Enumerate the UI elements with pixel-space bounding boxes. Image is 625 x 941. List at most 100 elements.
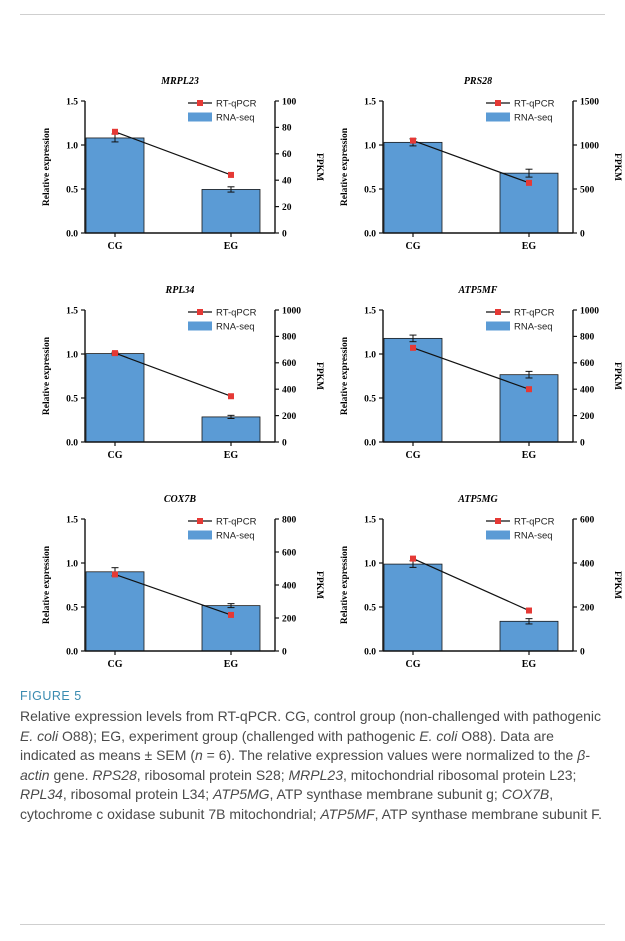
right-tick-label: 1500 [580,97,599,107]
caption-text: , ribosomal protein L34; [62,786,214,802]
caption-text: , mitochondrial ribosomal protein L23; [342,766,577,783]
caption-text: , ATP synthase membrane subunit F. [374,805,603,822]
left-tick-label: 1.0 [66,141,78,151]
right-tick-label: 40 [282,177,292,187]
legend-marker-swatch [495,518,501,524]
right-tick-label: 100 [282,97,297,107]
caption-text: , cytochrome c oxidase subunit 7B mitoch… [20,786,554,822]
rt-qpcr-line [114,352,232,397]
rt-qpcr-point [410,555,416,562]
left-tick-label: 0.0 [364,647,376,657]
x-tick-label: EG [522,659,537,670]
right-tick-label: 200 [282,614,297,624]
caption-italic: E. coli [419,727,458,744]
left-tick-label: 0.5 [364,394,376,404]
right-tick-label: 800 [282,333,297,343]
right-tick-label: 600 [282,359,297,369]
rt-qpcr-line [412,347,530,390]
right-tick-label: 80 [282,124,292,134]
rt-qpcr-point [410,137,416,144]
legend-label: RNA-seq [514,322,553,333]
left-tick-label: 0.0 [364,438,376,448]
bar-eg [201,416,261,443]
right-tick-label: 600 [580,515,595,525]
bottom-divider [20,924,605,925]
right-tick-label: 20 [282,203,292,213]
chart-panel-6: ATP5MG 0.0 0.5 1.0 1.5 0 200 400 600 CG EG Relative… [340,494,622,670]
y2-axis-label: FPKM [314,571,324,599]
left-tick-label: 0.5 [66,603,78,613]
left-tick-label: 1.5 [364,515,376,525]
caption-text: , ribosomal protein S28; [136,766,289,783]
rt-qpcr-line [114,573,232,616]
right-tick-label: 400 [282,386,297,396]
y2-axis-label: FPKM [314,362,324,390]
caption-italic: MRPL23 [288,766,343,783]
legend-marker-swatch [197,518,203,524]
y2-axis-label: FPKM [612,362,622,390]
figure-label: FIGURE 5 [20,689,82,703]
left-tick-label: 0.5 [364,185,376,195]
legend-marker-swatch [197,100,203,106]
right-tick-label: 800 [580,333,595,343]
left-tick-label: 0.0 [66,438,78,448]
rt-qpcr-point [526,179,532,186]
caption-italic: ATP5MF [320,805,375,822]
right-tick-label: 400 [282,581,297,591]
legend-label: RT-qPCR [216,308,257,319]
x-tick-label: CG [406,241,421,252]
bar-cg [383,337,443,443]
right-tick-label: 0 [282,229,287,239]
x-tick-label: EG [522,241,537,252]
left-tick-label: 1.5 [364,97,376,107]
legend-bar-swatch [188,530,212,540]
caption-italic: RPL34 [20,786,63,802]
legend-bar-swatch [486,321,510,331]
left-tick-label: 1.5 [66,515,78,525]
figure-caption: Relative expression levels from RT-qPCR.… [20,707,612,824]
right-tick-label: 0 [580,647,585,657]
left-tick-label: 0.5 [66,185,78,195]
caption-text: O88); EG, experiment group (challenged w… [58,727,420,744]
caption-text: O88). Data are indicated as means ± SEM … [20,727,554,764]
right-tick-label: 500 [580,185,595,195]
chart-title: MRPL23 [160,76,199,87]
legend-label: RNA-seq [216,531,255,542]
legend-label: RT-qPCR [514,517,555,528]
left-tick-label: 1.5 [364,306,376,316]
bar-eg [201,189,261,234]
legend-marker-swatch [495,309,501,315]
x-tick-label: EG [224,659,239,670]
right-tick-label: 200 [580,412,595,422]
left-tick-label: 1.0 [66,350,78,360]
left-tick-label: 0.5 [66,394,78,404]
chart-panel-5: COX7B 0.0 0.5 1.0 1.5 0 200 400 600 800 CG EG Relati… [42,494,324,670]
left-tick-label: 0.0 [66,647,78,657]
y2-axis-label: FPKM [612,153,622,181]
right-tick-label: 600 [580,359,595,369]
left-tick-label: 1.5 [66,306,78,316]
legend-label: RNA-seq [514,113,553,124]
left-tick-label: 1.0 [364,141,376,151]
chart-title: COX7B [164,494,197,505]
legend-label: RNA-seq [514,531,553,542]
legend-label: RT-qPCR [216,517,257,528]
right-tick-label: 60 [282,150,292,160]
right-tick-label: 1000 [580,306,599,316]
left-tick-label: 0.5 [364,603,376,613]
bar-cg [383,563,443,652]
right-tick-label: 600 [282,548,297,558]
x-tick-label: CG [406,450,421,461]
right-tick-label: 0 [282,647,287,657]
y-axis-label: Relative expression [42,127,52,206]
left-tick-label: 1.0 [364,559,376,569]
left-tick-label: 1.0 [364,350,376,360]
chart-title: PRS28 [464,76,492,87]
rt-qpcr-point [228,611,234,618]
right-tick-label: 1000 [580,141,599,151]
right-tick-label: 200 [580,603,595,613]
caption-italic: COX7B [501,786,550,802]
caption-italic: ATP5MG [213,786,270,802]
y-axis-label: Relative expression [340,545,350,624]
x-tick-label: CG [108,659,123,670]
